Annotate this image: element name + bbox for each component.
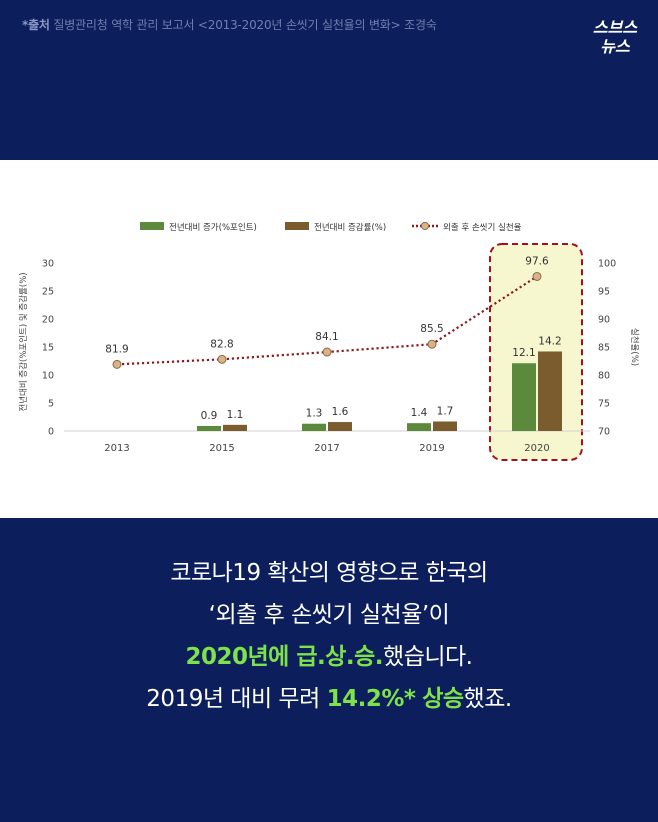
caption-highlight-rise: 상승 (422, 686, 464, 712)
y-left-tick-5: 25 (42, 287, 54, 298)
caption-line-1: 코로나19 확산의 영향으로 한국의 (170, 560, 488, 586)
y-right-tick-3: 85 (598, 343, 610, 354)
y-right-axis-label: 실천율(%) (629, 328, 640, 366)
chart-svg: 전년대비 증가(%포인트) 전년대비 증감률(%) 외출 후 손씻기 실천율 전… (18, 221, 640, 461)
legend-label-line: 외출 후 손씻기 실천율 (443, 222, 522, 233)
sbs-news-logo: 스브스 뉴스 (593, 18, 638, 56)
x-tick-2015: 2015 (209, 443, 234, 454)
x-tick-2020: 2020 (524, 443, 549, 454)
y-right-tick-5: 95 (598, 287, 610, 298)
line-label-2015: 82.8 (210, 338, 233, 350)
bar-label-s1-2019: 1.4 (411, 407, 428, 419)
line-point-2015 (217, 354, 227, 364)
y-right-tick-4: 90 (598, 315, 610, 326)
y-right-tick-2: 80 (598, 371, 610, 382)
y-right-ticks: 70 75 80 85 90 95 100 (598, 259, 616, 438)
bar-label-s2-2017: 1.6 (332, 406, 349, 418)
y-left-tick-4: 20 (42, 315, 54, 326)
x-tick-2013: 2013 (104, 443, 129, 454)
line-label-2017: 84.1 (315, 331, 338, 343)
y-left-tick-1: 5 (48, 399, 54, 410)
y-right-tick-1: 75 (598, 399, 610, 410)
bar-s2-2015 (223, 424, 247, 431)
line-label-2020: 97.6 (525, 255, 549, 267)
legend-swatch-bar1 (140, 222, 164, 230)
bar-s2-2017 (328, 422, 352, 431)
bar-label-s1-2020: 12.1 (512, 347, 535, 359)
x-tick-2019: 2019 (419, 443, 444, 454)
bar-label-s2-2020: 14.2 (538, 335, 561, 347)
caption-highlight-percent: 14.2%* (326, 686, 416, 712)
caption-line-3: 2020년에 급.상.승.했습니다. (0, 636, 658, 678)
bar-s2-2019 (433, 421, 457, 431)
caption-line-4-post: 했죠. (463, 686, 513, 712)
bar-s1-2019 (407, 423, 431, 431)
line-point-2013 (112, 359, 122, 369)
bar-s2-2020 (538, 351, 562, 431)
bar-s1-2017 (302, 423, 326, 431)
y-left-tick-3: 15 (42, 343, 54, 354)
legend-marker-line (420, 221, 430, 231)
caption-line-4: 2019년 대비 무려 14.2%* 상승했죠. (0, 678, 658, 720)
y-right-tick-6: 100 (598, 259, 616, 270)
y-left-axis-label: 전년대비 증감(%포인트) 및 증감률(%) (18, 272, 29, 411)
caption-highlight-2020: 2020년에 급.상.승. (185, 644, 384, 670)
logo-line2: 뉴스 (600, 37, 631, 56)
bar-label-s2-2019: 1.7 (437, 405, 454, 417)
caption-line-3-rest: 했습니다. (383, 644, 473, 670)
caption-line-4-pre: 2019년 대비 무려 (146, 686, 327, 712)
y-left-tick-6: 30 (42, 259, 54, 270)
legend-swatch-bar2 (285, 222, 309, 230)
bars: 0.9 1.3 1.4 12.1 1.1 1.6 1.7 14.2 (197, 335, 562, 431)
bar-s1-2015 (197, 425, 221, 431)
legend: 전년대비 증가(%포인트) 전년대비 증감률(%) 외출 후 손씻기 실천율 (140, 221, 522, 233)
line-label-2019: 85.5 (420, 323, 443, 335)
line-point-2017 (322, 347, 332, 357)
y-left-tick-0: 0 (48, 427, 54, 438)
legend-label-bar2: 전년대비 증감률(%) (314, 222, 386, 233)
caption: 코로나19 확산의 영향으로 한국의 ‘외출 후 손씻기 실천율’이 2020년… (0, 552, 658, 720)
x-tick-2017: 2017 (314, 443, 339, 454)
bar-label-s1-2015: 0.9 (201, 410, 218, 422)
chart-panel: 전년대비 증가(%포인트) 전년대비 증감률(%) 외출 후 손씻기 실천율 전… (0, 160, 658, 518)
bar-label-s1-2017: 1.3 (306, 408, 323, 420)
y-left-ticks: 0 5 10 15 20 25 30 (42, 259, 54, 438)
source-label: *출처 (22, 18, 50, 32)
line-point-2019 (427, 339, 437, 349)
x-tick-labels: 2013 2015 2017 2019 2020 (104, 443, 549, 454)
line-point-2020 (532, 271, 542, 281)
logo-line1: 스브스 (593, 18, 638, 37)
bar-s1-2020 (512, 363, 536, 431)
line-series: 81.9 82.8 84.1 85.5 97.6 (105, 255, 549, 369)
source-text: 질병관리청 역학 관리 보고서 <2013-2020년 손씻기 실천율의 변화>… (53, 18, 437, 32)
bar-label-s2-2015: 1.1 (227, 409, 244, 421)
caption-line-2: ‘외출 후 손씻기 실천율’이 (208, 602, 450, 628)
line-label-2013: 81.9 (105, 343, 128, 355)
y-right-tick-0: 70 (598, 427, 610, 438)
legend-label-bar1: 전년대비 증가(%포인트) (169, 222, 257, 233)
source-note: *출처 질병관리청 역학 관리 보고서 <2013-2020년 손씻기 실천율의… (22, 16, 437, 33)
y-left-tick-2: 10 (42, 371, 54, 382)
